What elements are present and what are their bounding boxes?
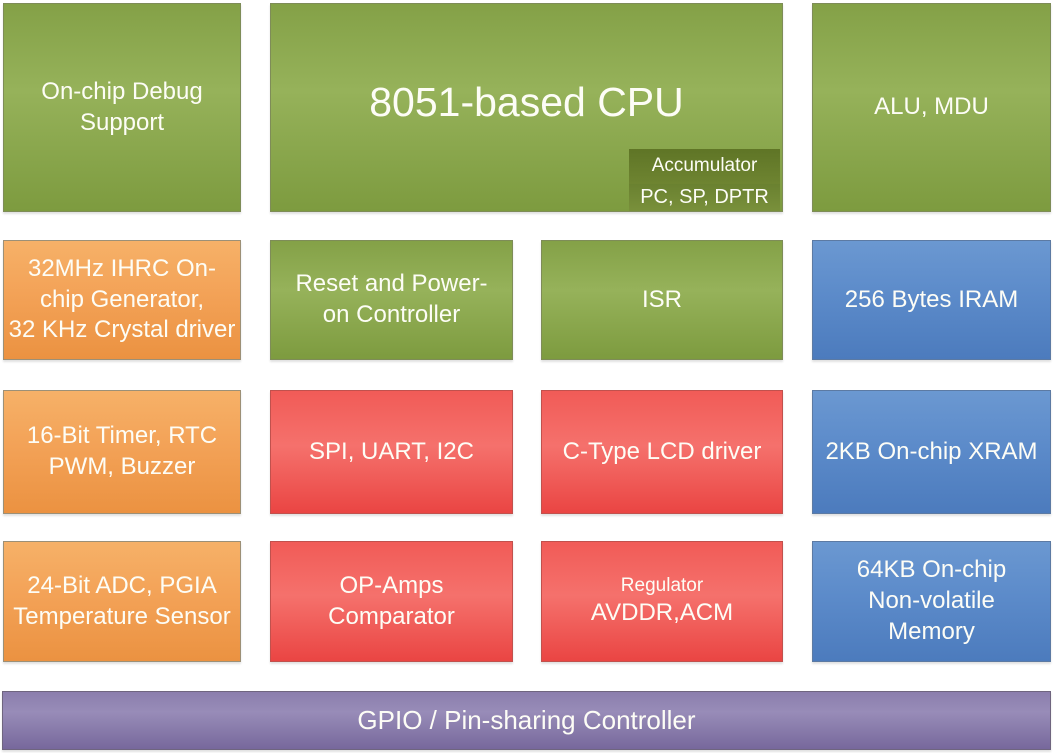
block-nonvolatile-memory: 64KB On-chip Non-volatile Memory: [812, 541, 1051, 662]
block-label-line: 64KB On-chip: [856, 556, 1007, 584]
block-label-line: ALU, MDU: [874, 93, 989, 121]
block-label-line: 256 Bytes IRAM: [844, 285, 1019, 313]
block-adc-temperature-sensor: 24-Bit ADC, PGIA Temperature Sensor: [3, 541, 241, 662]
block-gpio-pin-sharing-controller: GPIO / Pin-sharing Controller: [2, 691, 1051, 750]
block-label-line: 2KB On-chip XRAM: [825, 437, 1038, 465]
cpu-register-group: Accumulator PC, SP, DPTR: [629, 149, 780, 211]
block-label-line: chip Generator,: [39, 285, 205, 313]
block-label-line: PWM, Buzzer: [48, 453, 196, 480]
block-label-line: C-Type LCD driver: [562, 437, 762, 465]
block-label-line: 32 KHz Crystal driver: [8, 316, 236, 344]
block-label-line: 16-Bit Timer, RTC: [26, 422, 218, 450]
block-opamps-comparator: OP-Amps Comparator: [270, 541, 513, 662]
block-on-chip-debug-support: On-chip Debug Support: [3, 3, 241, 212]
block-timer-rtc-pwm-buzzer: 16-Bit Timer, RTC PWM, Buzzer: [3, 390, 241, 514]
block-label-line: on Controller: [322, 301, 461, 328]
block-label-line: OP-Amps: [339, 571, 444, 599]
block-lcd-driver: C-Type LCD driver: [541, 390, 783, 514]
block-label-line: Support: [79, 108, 165, 136]
block-xram: 2KB On-chip XRAM: [812, 390, 1051, 514]
block-label-line: AVDDR,ACM: [590, 599, 734, 627]
block-clock-generator: 32MHz IHRC On- chip Generator, 32 KHz Cr…: [3, 240, 241, 360]
cpu-title: 8051-based CPU: [369, 78, 684, 125]
block-label-line: On-chip Debug: [41, 77, 203, 105]
block-label-line: Temperature Sensor: [13, 602, 231, 630]
cpu-sub-pc-sp-dptr: PC, SP, DPTR: [629, 184, 780, 211]
block-label-line: ISR: [641, 285, 682, 313]
block-8051-cpu: 8051-based CPU Accumulator PC, SP, DPTR: [270, 3, 783, 212]
block-label-line: Regulator: [620, 574, 704, 596]
cpu-sub-accumulator: Accumulator: [629, 149, 780, 184]
block-label-line: GPIO / Pin-sharing Controller: [357, 704, 696, 735]
block-spi-uart-i2c: SPI, UART, I2C: [270, 390, 513, 514]
block-iram: 256 Bytes IRAM: [812, 240, 1051, 360]
block-regulator: Regulator AVDDR,ACM: [541, 541, 783, 662]
block-isr: ISR: [541, 240, 783, 360]
block-label-line: Non-volatile: [868, 587, 995, 615]
block-label-line: SPI, UART, I2C: [309, 437, 474, 465]
block-label-line: Memory: [888, 617, 975, 645]
block-reset-power-on-controller: Reset and Power- on Controller: [270, 240, 513, 360]
block-label-line: 32MHz IHRC On-: [27, 254, 217, 282]
block-label-line: Reset and Power-: [295, 270, 488, 298]
block-alu-mdu: ALU, MDU: [812, 3, 1051, 212]
block-label-line: 24-Bit ADC, PGIA: [27, 571, 217, 599]
block-label-line: Comparator: [328, 602, 455, 630]
